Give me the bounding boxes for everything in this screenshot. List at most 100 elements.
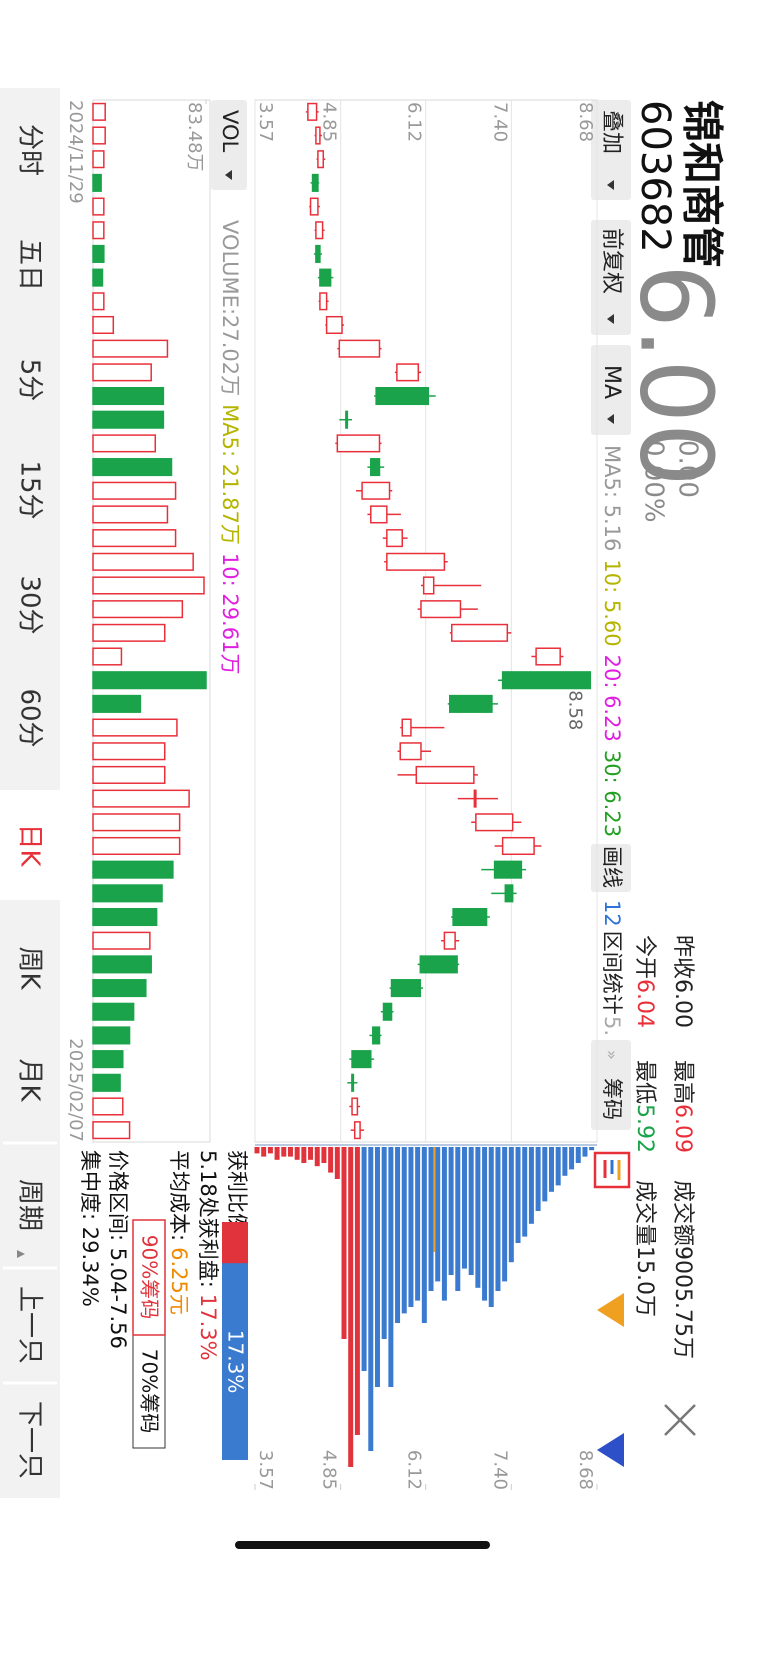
chip-bar — [401, 1147, 407, 1314]
tab[interactable]: 分时 — [15, 124, 45, 176]
tab[interactable]: 月K — [15, 1058, 45, 1102]
chips-button[interactable]: » 筹码 — [591, 1040, 631, 1130]
button-label: MA — [599, 365, 624, 399]
candle-body — [473, 789, 477, 808]
ma-legend: MA5: 5.1610: 5.6020: 6.2330: 6.23 — [600, 445, 624, 837]
chip-bar — [328, 1147, 334, 1173]
draw-button[interactable]: 画线 — [591, 844, 631, 892]
chip-bar — [314, 1147, 320, 1167]
chip-bar — [515, 1147, 521, 1243]
candle-body — [475, 813, 514, 832]
period-arrow — [17, 1250, 25, 1258]
volume-bar — [92, 907, 158, 927]
indicator-button[interactable]: MA — [591, 345, 631, 435]
candle-body — [419, 955, 458, 974]
chip-bar — [455, 1147, 461, 1291]
volume-bar — [92, 1121, 131, 1140]
candle-body — [452, 907, 488, 927]
y-tick-label: 83.48万 — [184, 102, 205, 172]
candle-body — [401, 718, 412, 737]
volume-bar — [92, 386, 165, 406]
concentration: 集中度: 29.34% — [78, 1150, 102, 1307]
overlay-button[interactable]: 叠加 — [591, 100, 631, 200]
chip-bar — [308, 1147, 314, 1160]
chip-bar — [274, 1147, 280, 1160]
candle-body — [382, 1002, 393, 1021]
tab[interactable]: 五日 — [15, 239, 45, 291]
candle-body — [351, 1073, 355, 1092]
chip-tab-label[interactable]: 70%筹码 — [138, 1349, 162, 1433]
price-tick-label: 4.85 — [319, 1450, 340, 1490]
price-tick-label: 7.40 — [489, 1450, 510, 1490]
candle-body — [370, 505, 388, 524]
chip-tabs: 90%筹码 70%筹码 — [132, 1219, 166, 1449]
tab[interactable]: 15分 — [15, 460, 45, 519]
candle-body — [535, 647, 561, 666]
volume-bar — [92, 363, 152, 382]
chip-tab-selected[interactable] — [132, 1219, 166, 1336]
candle-body — [345, 410, 349, 429]
volume-bar — [92, 410, 165, 429]
chip-icon[interactable] — [593, 1151, 631, 1189]
volume-bar — [92, 315, 115, 335]
volume-bar — [92, 576, 205, 595]
tab[interactable]: 上一只 — [15, 1286, 45, 1364]
tab[interactable]: 日K — [15, 823, 45, 867]
volume-bar — [92, 647, 123, 666]
range-stat[interactable]: 12区间统计 — [600, 900, 624, 1015]
candle-body — [338, 339, 381, 358]
volume-bar — [92, 931, 151, 950]
quote-item: 成交额9005.75万 — [670, 1180, 695, 1359]
close-button[interactable] — [664, 1404, 696, 1436]
volume-bar — [92, 552, 194, 571]
chip-icon-3[interactable] — [597, 1433, 624, 1467]
button-label: 画线 — [600, 846, 624, 888]
candle-body — [501, 671, 592, 690]
candle-body — [415, 765, 475, 784]
chip-tab-label[interactable]: 90%筹码 — [138, 1235, 162, 1319]
chip-bar — [475, 1147, 481, 1288]
tab[interactable]: 周期 — [15, 1179, 45, 1231]
candle-body — [311, 173, 319, 192]
chip-bar — [502, 1147, 508, 1282]
candle-body — [399, 742, 422, 761]
adjust-button[interactable]: 前复权 — [591, 220, 631, 335]
price-range: 价格区间: 5.04-7.56 — [106, 1150, 130, 1349]
candle-body — [317, 150, 325, 169]
tab[interactable]: 周K — [15, 946, 45, 990]
tab[interactable]: 60分 — [15, 688, 45, 747]
quote-item: 最高6.09 — [670, 1060, 695, 1153]
chip-bar — [348, 1147, 354, 1467]
volume-bar — [92, 1002, 135, 1021]
chip-bar — [508, 1147, 514, 1263]
chip-bar — [301, 1147, 307, 1163]
candle-body — [370, 458, 381, 477]
price-tick-label: 6.12 — [404, 1450, 425, 1490]
button-label: 前复权 — [599, 228, 624, 294]
candle-body — [307, 102, 318, 121]
chip-bar — [395, 1147, 401, 1323]
date-label: 2025/02/07 — [65, 1038, 86, 1142]
arrow-icon: » — [603, 1050, 622, 1060]
candle-body — [390, 979, 422, 998]
volume-bar — [92, 1050, 124, 1069]
volume-bar — [92, 884, 163, 903]
volume-bar — [92, 742, 166, 761]
avg-cost-line: 平均成本:6.25元 — [167, 1150, 191, 1315]
chip-icon-2[interactable] — [597, 1293, 624, 1327]
volume-bar — [92, 813, 181, 832]
chip-bar — [261, 1147, 267, 1157]
tab[interactable]: 5分 — [15, 359, 45, 402]
chip-bar — [368, 1147, 374, 1451]
profit-ratio-rest — [222, 1222, 248, 1460]
volume-bar — [92, 955, 152, 974]
vol-indicator-button[interactable]: VOL — [211, 100, 247, 190]
plot: 8.68 7.40 6.12 4.85 3.57 8.58 2024/11/29 2025/0… — [65, 100, 598, 1490]
chip-bar — [569, 1147, 575, 1170]
tab[interactable]: 30分 — [15, 575, 45, 634]
candle-body — [449, 694, 493, 713]
chip-bar — [267, 1147, 273, 1154]
chip-bar — [287, 1147, 293, 1157]
tab[interactable]: 下一只 — [15, 1401, 45, 1479]
